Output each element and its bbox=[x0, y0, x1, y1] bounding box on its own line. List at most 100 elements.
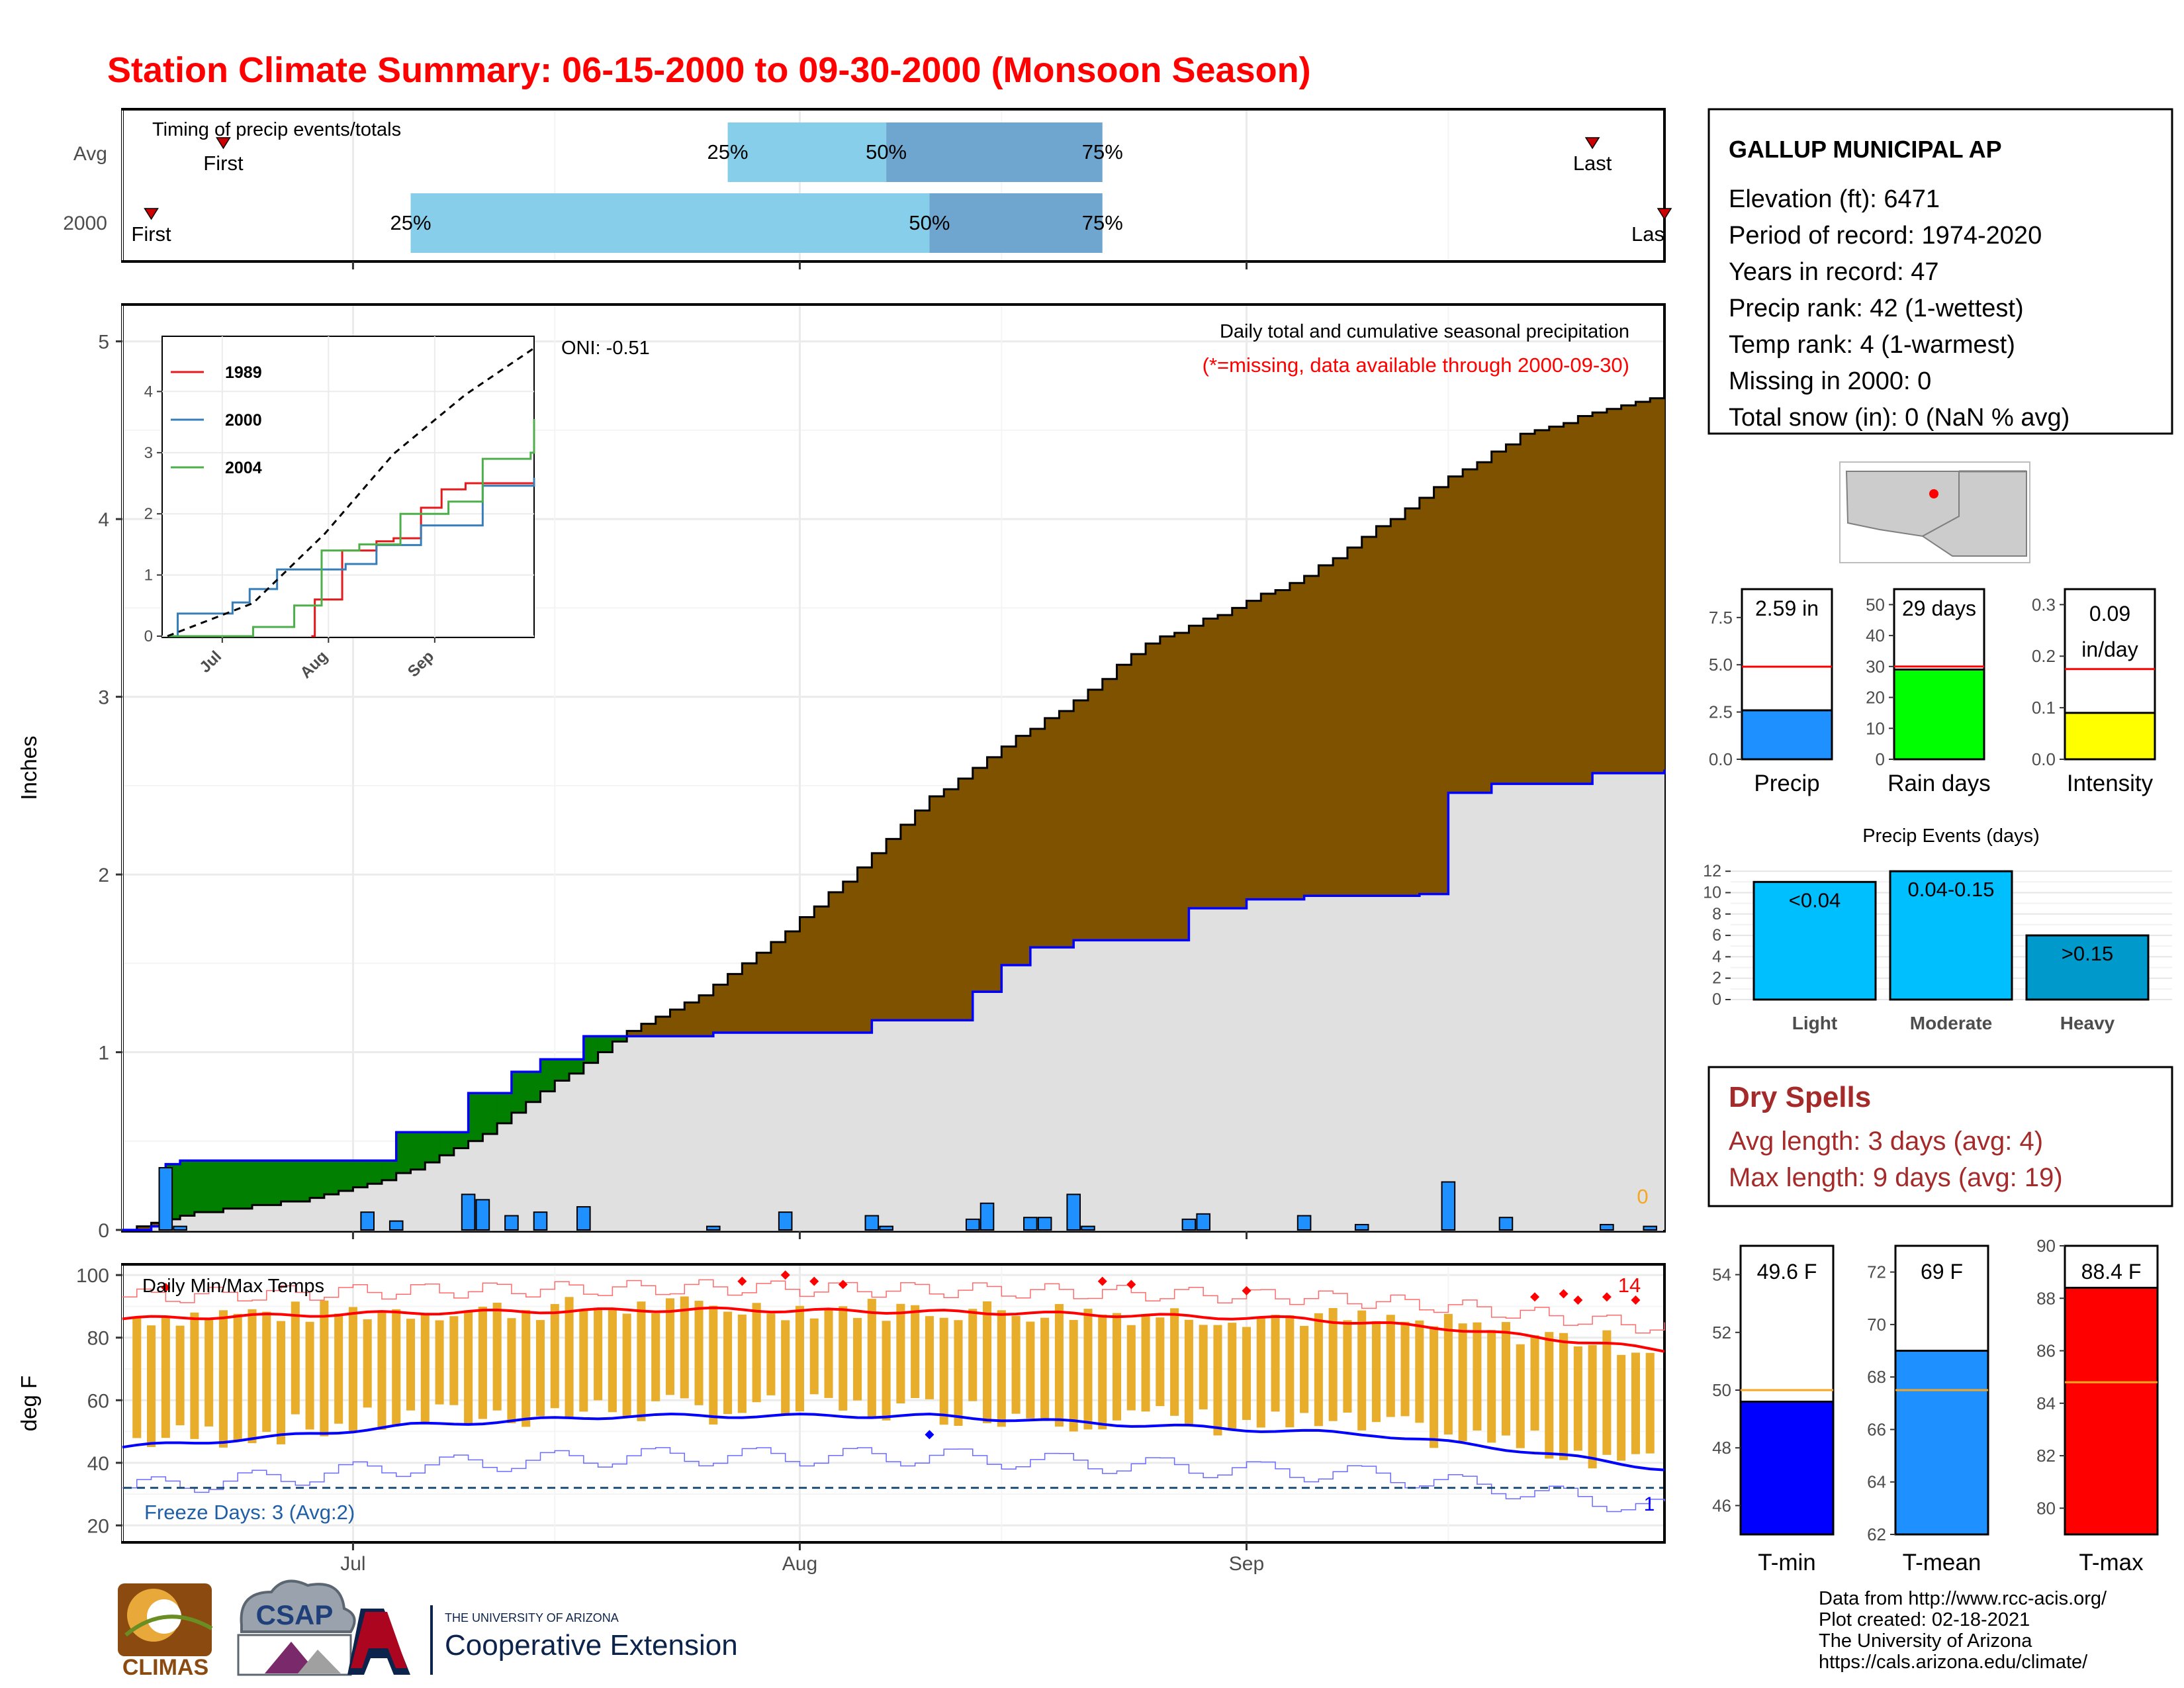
daily-temp-bar bbox=[752, 1303, 761, 1403]
deficit-fill bbox=[1333, 558, 1348, 896]
mini-temp-ytick-label: 82 bbox=[2036, 1446, 2056, 1466]
deficit-fill bbox=[1087, 689, 1103, 941]
mini-temp-t-min: 46 48 50 52 54 49.6 F T-min bbox=[1712, 1244, 1835, 1575]
daily-temp-bar bbox=[1083, 1309, 1093, 1430]
daily-temp-bar bbox=[1357, 1310, 1367, 1430]
deficit-fill bbox=[1592, 412, 1608, 774]
daily-precip-bar bbox=[1498, 1217, 1514, 1231]
temp-ytick-label: 60 bbox=[87, 1390, 109, 1412]
record-high-marker bbox=[780, 1270, 790, 1280]
daily-temp-bar bbox=[464, 1310, 473, 1425]
mini-temp-ytick-label: 68 bbox=[1867, 1367, 1886, 1387]
daily-precip-bar bbox=[1066, 1194, 1081, 1231]
daily-precip-bar bbox=[979, 1202, 995, 1231]
deficit-fill bbox=[1189, 626, 1204, 909]
surplus-fill bbox=[439, 1132, 455, 1156]
daily-temp-bar bbox=[1112, 1313, 1122, 1421]
deficit-fill bbox=[1030, 728, 1046, 948]
ua-extension-text: Cooperative Extension bbox=[445, 1629, 738, 1662]
daily-temp-bar bbox=[147, 1325, 156, 1447]
daily-precip-bar bbox=[158, 1167, 173, 1231]
daily-temp-bar bbox=[1473, 1322, 1482, 1431]
deficit-fill bbox=[1246, 600, 1261, 900]
deficit-fill bbox=[1016, 735, 1031, 965]
surplus-fill bbox=[612, 1036, 627, 1042]
precip-panel: Inches Daily total and cumulative season… bbox=[17, 303, 1666, 1242]
surplus-fill bbox=[525, 1072, 541, 1102]
deficit-fill bbox=[756, 953, 772, 1033]
deficit-fill bbox=[770, 942, 786, 1033]
deficit-fill bbox=[900, 824, 916, 1021]
daily-temp-bar bbox=[737, 1314, 747, 1413]
deficit-fill bbox=[915, 810, 930, 1021]
daily-temp-bar bbox=[939, 1317, 948, 1425]
precip-ytick-label: 2 bbox=[98, 865, 109, 886]
cumulative-average-line bbox=[122, 391, 1666, 1231]
temp-label: Daily Min/Max Temps bbox=[142, 1276, 324, 1297]
footer-line: https://cals.arizona.edu/climate/ bbox=[1819, 1652, 2088, 1673]
deficit-fill bbox=[1520, 434, 1535, 784]
surplus-fill bbox=[381, 1160, 397, 1180]
daily-precip-bar bbox=[504, 1215, 519, 1231]
deficit-fill bbox=[842, 881, 858, 1033]
daily-precip-bar bbox=[879, 1225, 893, 1231]
daily-temp-bar bbox=[420, 1313, 430, 1423]
station-line: Elevation (ft): 6471 bbox=[1729, 185, 1940, 213]
daily-temp-bar bbox=[1271, 1315, 1280, 1412]
events-title: Precip Events (days) bbox=[1862, 825, 2040, 847]
record-high-marker bbox=[1530, 1292, 1540, 1302]
mini-temp-bar bbox=[1894, 1350, 1989, 1536]
record-max-line bbox=[122, 1279, 1665, 1334]
surplus-fill bbox=[223, 1160, 238, 1209]
inset-series-line-2000 bbox=[167, 477, 535, 637]
station-line: Precip rank: 42 (1-wettest) bbox=[1729, 295, 2024, 322]
station-line: Missing in 2000: 0 bbox=[1729, 367, 1931, 395]
record-high-marker bbox=[838, 1280, 848, 1289]
mini-chart-bar bbox=[1741, 709, 1833, 761]
surplus-fill bbox=[569, 1059, 584, 1074]
daily-temp-bar bbox=[824, 1309, 833, 1398]
mini-temp-value: 88.4 F bbox=[2081, 1260, 2142, 1284]
daily-precip-bar bbox=[461, 1194, 476, 1231]
mini-temp-value: 49.6 F bbox=[1757, 1260, 1817, 1284]
footer-credits: Data from http://www.rcc-acis.org/ Plot … bbox=[1819, 1588, 2107, 1673]
deficit-fill bbox=[1506, 444, 1521, 784]
station-location-marker bbox=[1929, 489, 1938, 498]
daily-temp-bar bbox=[579, 1309, 588, 1412]
daily-temp-bar bbox=[997, 1310, 1006, 1427]
deficit-fill bbox=[684, 1002, 700, 1037]
deficit-fill bbox=[1044, 718, 1060, 948]
deficit-fill bbox=[1347, 547, 1363, 896]
daily-temp-bar bbox=[781, 1320, 790, 1415]
deficit-fill bbox=[1491, 451, 1506, 784]
timing-label: Timing of precip events/totals bbox=[152, 119, 401, 140]
deficit-fill bbox=[1318, 565, 1334, 896]
mini-chart-ytick-label: 50 bbox=[1866, 594, 1885, 614]
precip-title: Daily total and cumulative seasonal prec… bbox=[1220, 321, 1629, 342]
mini-chart-value: 0.09 bbox=[2089, 602, 2130, 626]
footer-line: Data from http://www.rcc-acis.org/ bbox=[1819, 1588, 2107, 1609]
deficit-fill bbox=[872, 853, 887, 1021]
events-bar bbox=[2025, 934, 2150, 1001]
events-xlabel: Moderate bbox=[1910, 1013, 1992, 1033]
events-xlabel: Heavy bbox=[2060, 1013, 2115, 1033]
mini-chart-ytick-label: 0.0 bbox=[1709, 749, 1733, 769]
daily-precip-bar bbox=[576, 1206, 591, 1231]
deficit-fill bbox=[785, 931, 800, 1033]
station-line: Years in record: 47 bbox=[1729, 258, 1939, 286]
daily-precip-bar bbox=[1023, 1217, 1038, 1231]
surplus-fill bbox=[353, 1160, 368, 1188]
mini-chart-value-unit: in/day bbox=[2081, 637, 2138, 661]
daily-temp-bar bbox=[1054, 1303, 1064, 1427]
inset-legend-label: 1989 bbox=[225, 363, 262, 382]
daily-precip-bar bbox=[388, 1220, 404, 1231]
events-xlabel: Light bbox=[1792, 1013, 1837, 1033]
locator-map bbox=[1839, 461, 2030, 563]
daily-temp-bar bbox=[392, 1309, 401, 1426]
timing-panel: Timing of precip events/totals Avg 2000 … bbox=[63, 108, 1672, 263]
surplus-fill bbox=[425, 1132, 440, 1162]
last-event-marker bbox=[1657, 208, 1672, 220]
inset-series-line-1989 bbox=[311, 480, 535, 637]
inset-ytick-label: 0 bbox=[144, 628, 153, 645]
daily-temp-bar bbox=[665, 1298, 675, 1395]
